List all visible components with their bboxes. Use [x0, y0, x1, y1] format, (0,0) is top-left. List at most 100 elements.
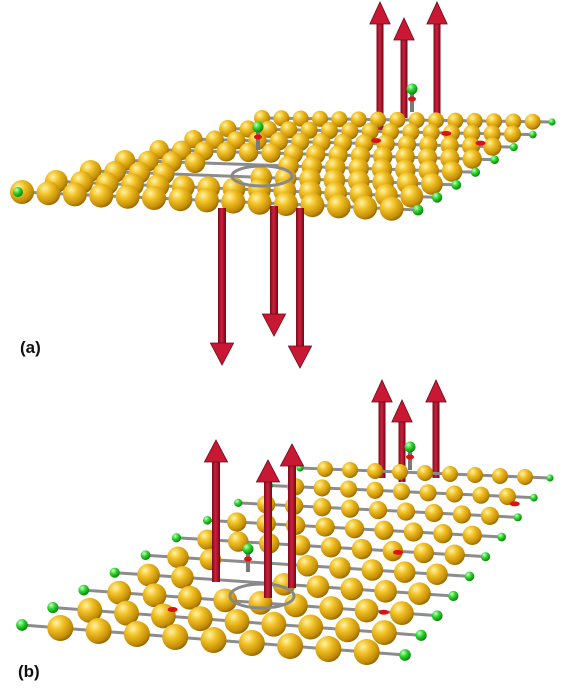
gold-atom	[366, 481, 384, 499]
arrow-shaft	[376, 24, 384, 130]
green-edge-atom	[234, 498, 243, 507]
green-edge-atom	[78, 584, 90, 596]
green-edge-atom	[490, 155, 499, 165]
green-edge-atom	[109, 567, 120, 578]
gold-atom	[261, 611, 287, 637]
gold-atom	[361, 559, 384, 581]
gold-atom	[227, 512, 247, 532]
arrows-up-a	[369, 1, 448, 130]
green-edge-atom	[431, 610, 443, 622]
arrow-shaft	[288, 466, 296, 588]
arrow-head	[261, 313, 287, 337]
gold-atom	[315, 636, 342, 662]
gold-atom	[142, 583, 167, 608]
green-edge-atom	[432, 192, 443, 203]
defect-ring	[228, 582, 296, 610]
gold-atom	[36, 181, 61, 206]
gold-atom	[335, 617, 360, 643]
gold-atom	[261, 143, 281, 163]
bond	[159, 148, 495, 162]
arrow-head	[255, 459, 281, 483]
green-edge-atom	[13, 187, 23, 197]
gold-atom	[62, 182, 87, 207]
red-marker	[441, 130, 452, 136]
gold-atom	[326, 194, 351, 219]
gold-atom	[374, 520, 394, 540]
gold-atom	[292, 110, 309, 127]
gold-atom	[524, 113, 541, 130]
gold-atom	[296, 555, 319, 577]
arrow-shaft	[296, 208, 304, 346]
bond	[193, 137, 514, 149]
gold-atom	[403, 522, 424, 542]
gold-atom	[194, 188, 219, 213]
gold-atom	[408, 582, 431, 606]
gold-atom	[238, 142, 259, 163]
gold-atom	[342, 462, 358, 478]
gold-atom	[492, 468, 508, 484]
gold-atom	[224, 609, 250, 634]
green-edge-atom	[16, 619, 28, 631]
green-edge-atom	[464, 571, 475, 582]
gold-atom	[517, 469, 533, 485]
gold-atom	[505, 113, 522, 130]
green-edge-atom	[140, 550, 151, 561]
red-marker	[475, 140, 486, 146]
green-edge-atom	[451, 179, 462, 190]
green-edge-atom	[470, 167, 481, 177]
green-edge-atom	[448, 590, 459, 602]
green-edge-atom	[530, 493, 538, 502]
arrow-head	[369, 1, 391, 25]
green-edge-atom	[513, 513, 522, 522]
gold-atom	[351, 538, 373, 560]
vector-arrow	[369, 1, 391, 130]
gold-atom	[426, 563, 448, 585]
gold-atom	[187, 606, 213, 632]
adsorbate-marker	[406, 454, 414, 460]
gold-atom	[354, 598, 379, 623]
panel-b-lattice	[16, 379, 554, 665]
gold-atom	[442, 466, 458, 482]
gold-atom	[142, 186, 166, 210]
vector-arrow	[393, 17, 415, 118]
green-edge-atom	[415, 629, 427, 641]
red-marker	[167, 607, 178, 613]
green-edge-atom	[480, 552, 491, 562]
red-marker	[392, 549, 403, 555]
arrows-down-a	[209, 206, 313, 369]
green-edge-atom	[546, 474, 554, 482]
gold-atom	[283, 593, 308, 618]
gold-atom	[344, 519, 365, 539]
red-marker	[371, 138, 382, 144]
gold-atom	[413, 542, 434, 564]
gold-atom	[137, 563, 160, 587]
adsorbate-marker	[408, 96, 416, 102]
green-edge-atom	[497, 532, 507, 542]
gold-atom	[47, 615, 74, 641]
arrow-head	[426, 1, 448, 25]
gold-atom	[368, 501, 388, 520]
gold-atom	[329, 557, 351, 579]
gold-atom	[379, 196, 404, 221]
gold-atom	[419, 484, 437, 502]
bond	[56, 179, 438, 199]
gold-atom	[498, 487, 516, 506]
adsorbate	[404, 441, 416, 470]
adsorbate	[252, 121, 264, 150]
gold-atom	[77, 597, 103, 623]
adsorbate-atom	[406, 83, 418, 95]
gold-atom	[424, 503, 444, 523]
gold-atom	[370, 111, 386, 128]
arrow-shaft	[270, 206, 278, 314]
gold-atom	[167, 546, 189, 569]
arrow-head	[209, 342, 235, 366]
gold-atom	[467, 467, 483, 483]
gold-atom	[462, 149, 482, 169]
gold-atom	[247, 190, 272, 215]
bond	[261, 116, 553, 124]
gold-atom	[184, 152, 206, 173]
gold-atom	[452, 505, 471, 524]
gold-atom	[367, 463, 383, 479]
gold-atom	[319, 596, 344, 620]
